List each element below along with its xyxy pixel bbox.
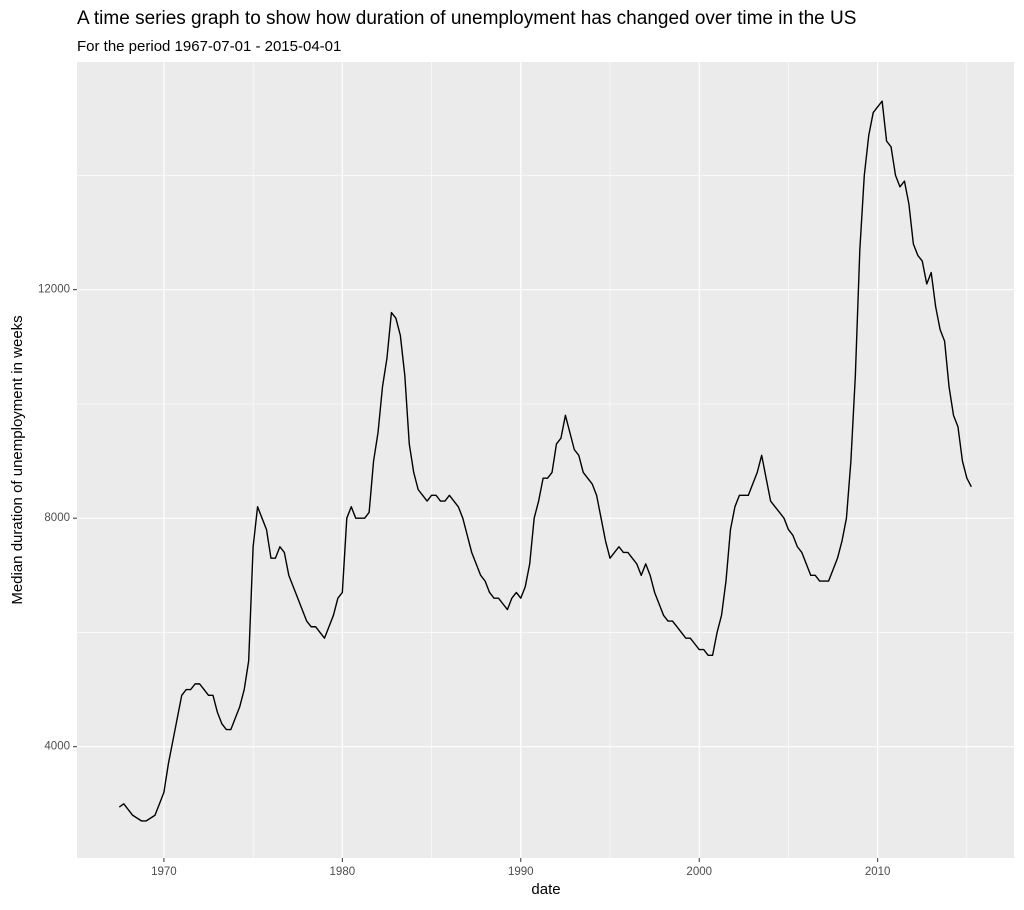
x-tick-label: 1980 — [330, 866, 356, 878]
x-axis-title: date — [531, 881, 560, 898]
x-tick-label: 2010 — [865, 866, 891, 878]
panel — [77, 62, 1014, 858]
y-tick-label: 8000 — [44, 512, 70, 524]
x-tick-label: 1970 — [151, 866, 177, 878]
data-line — [118, 100, 972, 822]
y-axis-title: Median duration of unemployment in weeks — [9, 315, 26, 604]
x-tick-label: 1990 — [508, 866, 534, 878]
x-tick-label: 2000 — [686, 866, 712, 878]
chart-subtitle: For the period 1967-07-01 - 2015-04-01 — [77, 38, 341, 55]
y-tick-label: 4000 — [44, 741, 70, 753]
chart-title: A time series graph to show how duration… — [77, 8, 856, 29]
y-tick-label: 12000 — [38, 284, 70, 296]
